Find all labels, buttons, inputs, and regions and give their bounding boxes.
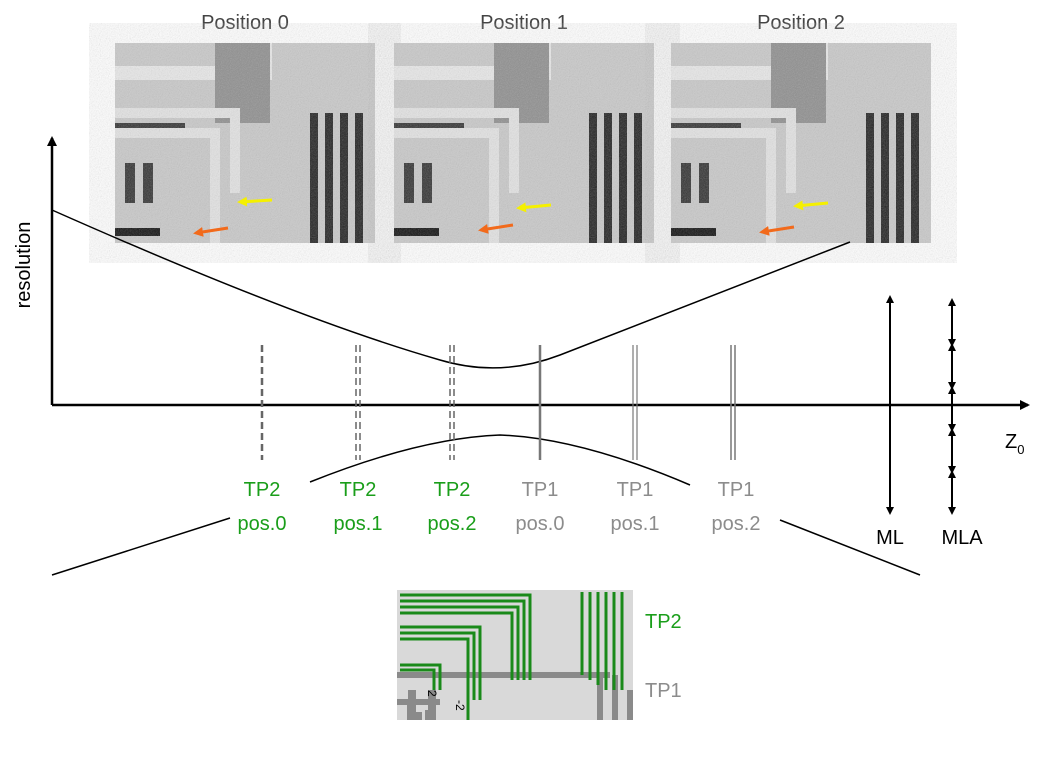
- plane-name: TP1: [617, 479, 654, 501]
- orange-arrow: [478, 223, 514, 234]
- inset-label: TP2: [645, 611, 682, 633]
- panel-title: Position 1: [480, 12, 568, 34]
- plane-position: pos.2: [712, 513, 761, 535]
- micrograph: [115, 43, 375, 243]
- panel-2: Position 2: [671, 12, 931, 243]
- micrograph: [671, 43, 931, 243]
- plane-name: TP2: [244, 479, 281, 501]
- y-axis-label: resolution: [13, 222, 35, 309]
- plane-name: TP2: [340, 479, 377, 501]
- panel-0: Position 0: [115, 12, 375, 243]
- plane-name: TP1: [522, 479, 559, 501]
- planes: [260, 345, 736, 460]
- panel-title: Position 2: [757, 12, 845, 34]
- plane-position: pos.0: [238, 513, 287, 535]
- optic-label: MLA: [941, 527, 983, 549]
- inset-label: TP1: [645, 680, 682, 702]
- z-letter: Z: [1005, 431, 1017, 453]
- panel-title: Position 0: [201, 12, 289, 34]
- inset: 2 -2: [397, 590, 633, 720]
- inset-mark: -2: [453, 700, 467, 711]
- z-axis-label: Z0: [1005, 431, 1024, 457]
- inset-mark: 2: [425, 690, 439, 697]
- plane-position: pos.0: [516, 513, 565, 535]
- micrograph: [394, 43, 654, 243]
- plane-position: pos.1: [334, 513, 383, 535]
- plane-labels: TP2 pos.0 TP2 pos.1 TP2 pos.2 TP1 pos.0 …: [238, 479, 761, 535]
- yellow-arrow: [237, 196, 273, 207]
- yellow-arrow: [793, 200, 829, 211]
- plane-name: TP1: [718, 479, 755, 501]
- plane-name: TP2: [434, 479, 471, 501]
- optic-label: ML: [876, 527, 904, 549]
- z-subscript: 0: [1017, 442, 1024, 457]
- resolution-curve: [51, 209, 851, 369]
- panel-1: Position 1: [394, 12, 654, 243]
- plane-position: pos.1: [611, 513, 660, 535]
- resolution-curve-mirror: [51, 434, 921, 576]
- orange-arrow: [193, 226, 229, 237]
- plane-position: pos.2: [428, 513, 477, 535]
- orange-arrow: [759, 225, 795, 236]
- yellow-arrow: [516, 202, 552, 213]
